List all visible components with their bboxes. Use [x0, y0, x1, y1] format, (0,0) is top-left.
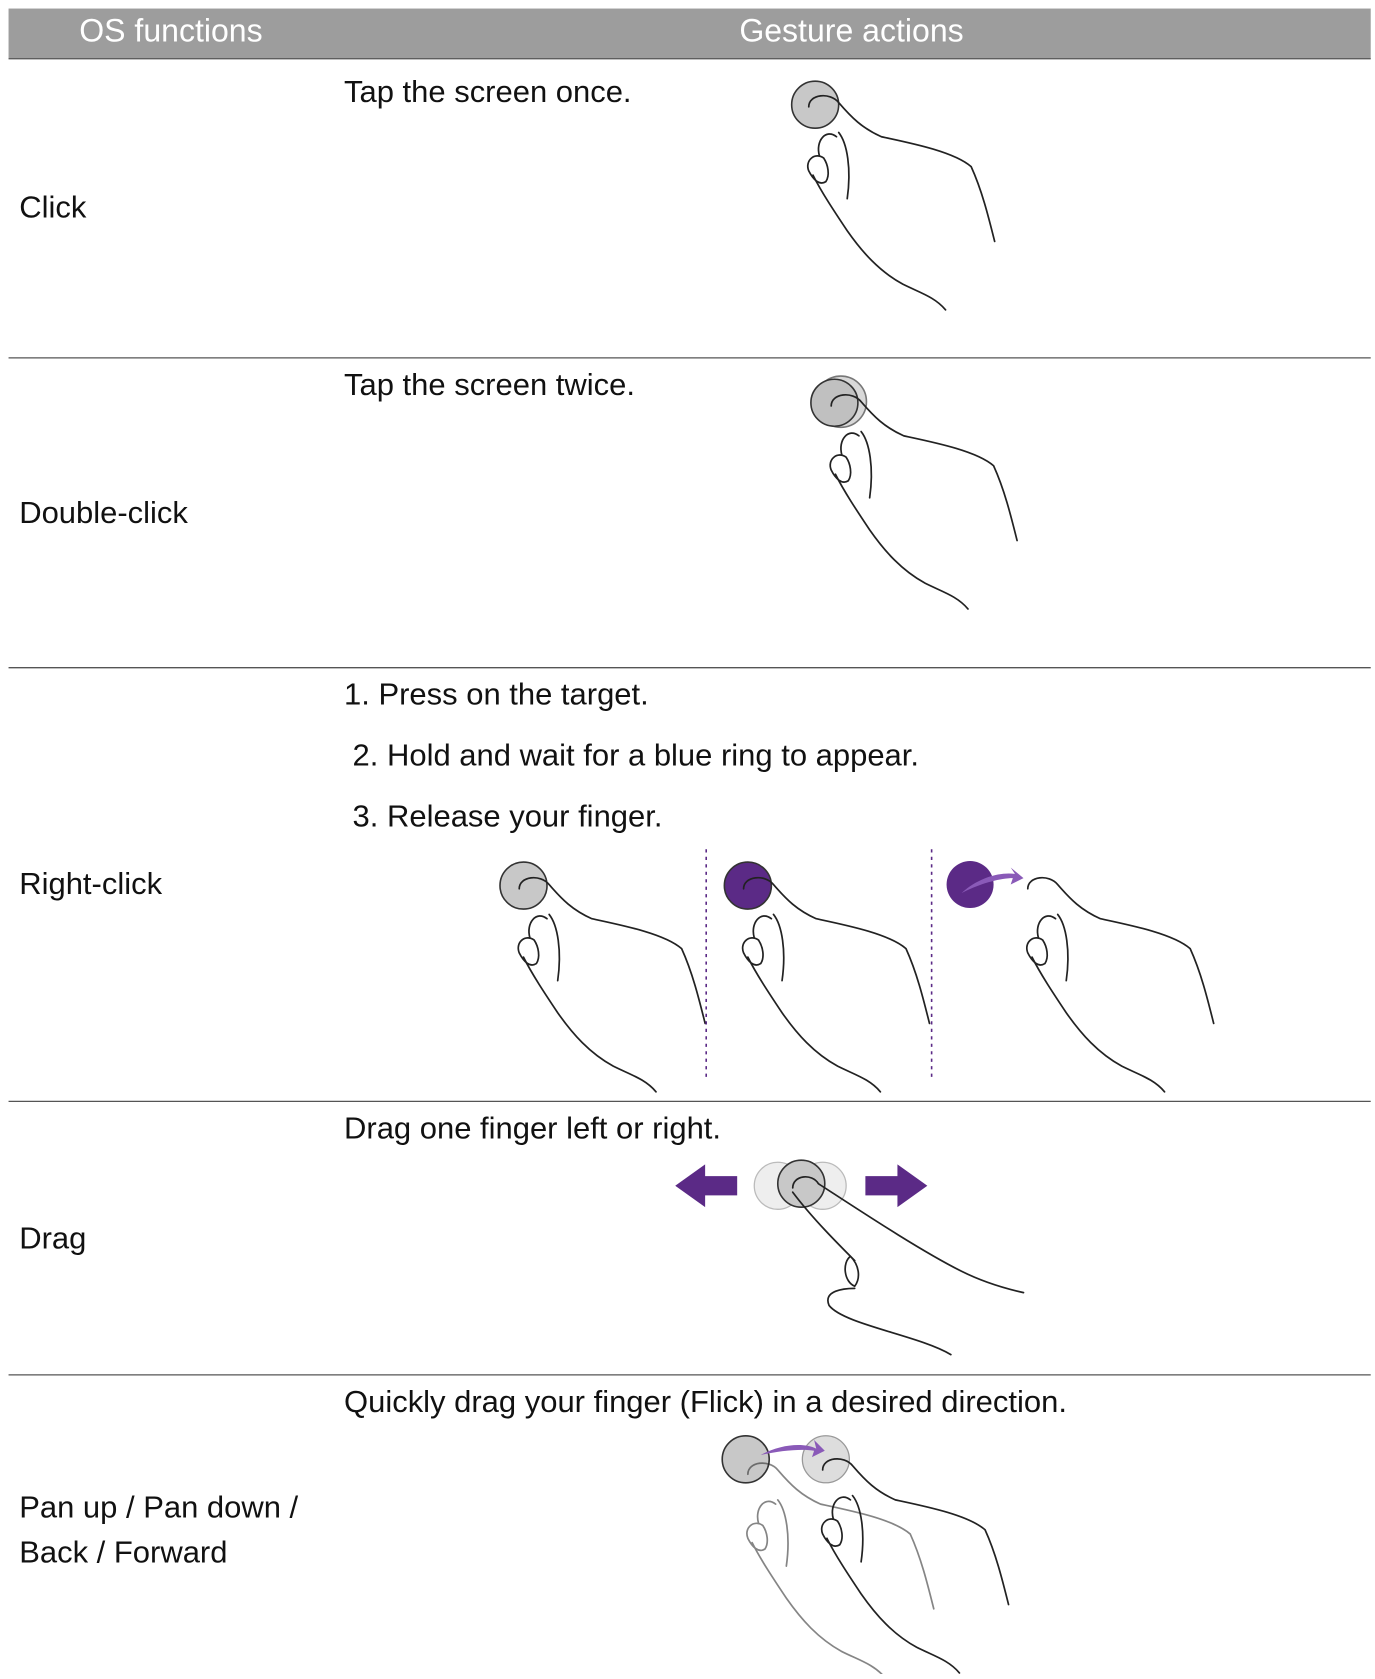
gesture-step: 2. Hold and wait for a blue ring to appe… — [353, 738, 919, 773]
touch-point — [776, 1159, 826, 1208]
hand-icon — [829, 393, 1018, 610]
gesture-step: Drag one finger left or right. — [344, 1110, 721, 1145]
header-cell: Gesture actions — [739, 13, 963, 49]
right-arrow — [865, 1164, 928, 1208]
gesture-step: Tap the screen once. — [344, 74, 632, 109]
touch-point — [499, 861, 548, 910]
touch-point — [790, 80, 840, 129]
function-name: Drag — [19, 1220, 86, 1255]
header-cell: OS functions — [79, 13, 262, 49]
hand-ghost — [746, 1462, 935, 1679]
left-arrow — [675, 1164, 738, 1208]
touch-point — [810, 378, 859, 428]
gesture-step: Quickly drag your finger (Flick) in a de… — [344, 1384, 1067, 1419]
function-name: Double-click — [19, 495, 188, 530]
release-arrow — [961, 867, 1024, 894]
hand-icon — [791, 1176, 1025, 1294]
touch-point — [801, 1435, 850, 1484]
touch-point — [723, 861, 773, 910]
gesture-step: Tap the screen twice. — [344, 367, 635, 402]
hand-icon — [791, 1191, 952, 1356]
hand-icon — [1025, 876, 1215, 1093]
touch-point — [721, 1434, 771, 1484]
hand-icon — [741, 876, 931, 1093]
hand-icon — [746, 1462, 935, 1679]
gesture-step: 3. Release your finger. — [353, 798, 663, 833]
touch-point — [946, 861, 994, 909]
header-band — [8, 8, 1371, 59]
flick-arrow — [760, 1440, 825, 1458]
hand-icon — [517, 876, 706, 1093]
function-name: Click — [19, 190, 87, 225]
hand-icon — [806, 94, 996, 311]
function-name: Back / Forward — [19, 1535, 227, 1570]
gesture-step: 1. Press on the target. — [344, 677, 649, 712]
function-name: Right-click — [19, 866, 162, 901]
hand-icon — [820, 1457, 1010, 1674]
function-name: Pan up / Pan down / — [19, 1490, 298, 1525]
